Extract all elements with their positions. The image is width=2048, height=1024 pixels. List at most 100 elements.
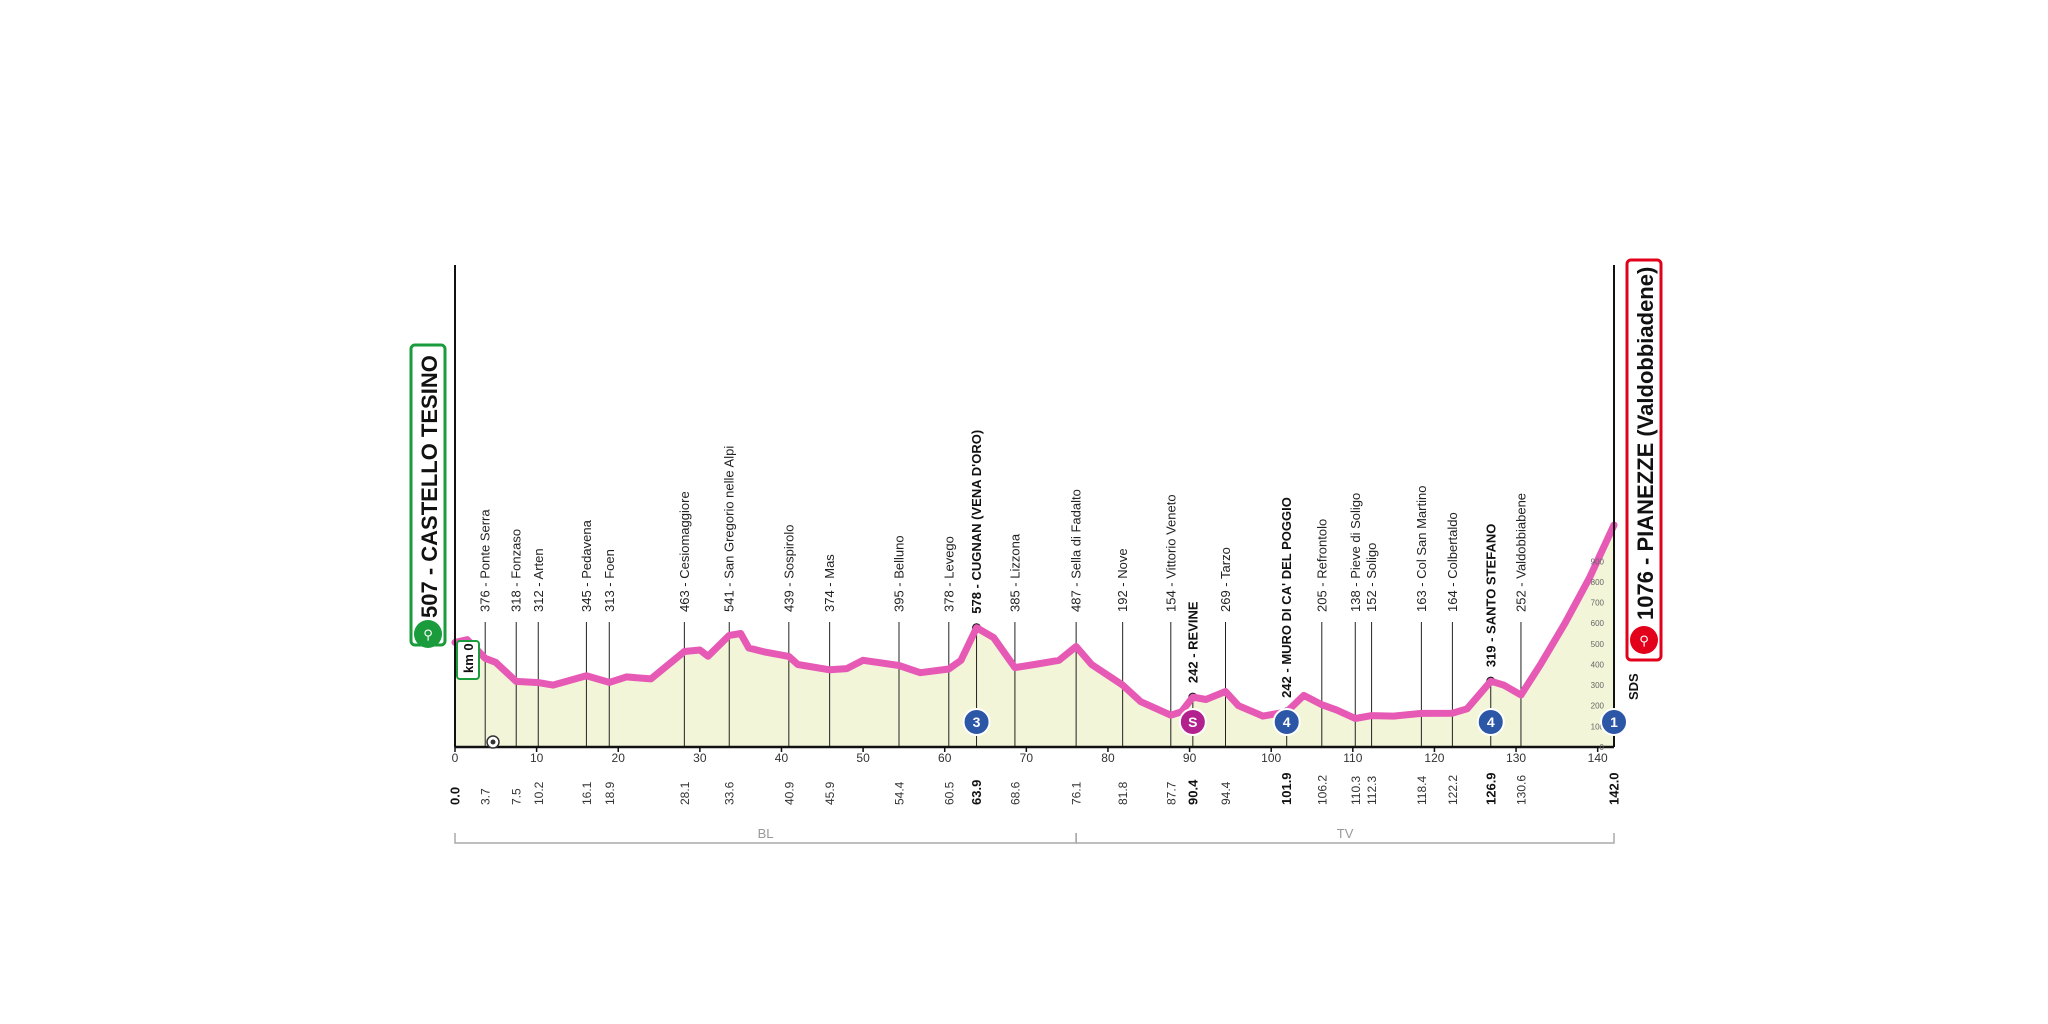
x-tick-label: 140 — [1588, 751, 1608, 765]
waypoint-label: 192 - Nove — [1115, 548, 1130, 612]
waypoint-label: 318 - Fonzaso — [509, 529, 524, 612]
x-tick-label: 50 — [856, 751, 870, 765]
waypoint-km: 40.9 — [782, 781, 796, 805]
waypoint-label: 252 - Valdobbiabene — [1513, 493, 1528, 612]
profile-fill — [455, 525, 1614, 747]
x-tick-label: 10 — [530, 751, 544, 765]
waypoint-km: 126.9 — [1483, 772, 1498, 805]
elevation-tick-label: 400 — [1591, 660, 1605, 669]
region-brackets: BL TV — [454, 826, 1615, 844]
climb-category: 4 — [1283, 714, 1291, 730]
finish-label: 1076 - PIANEZZE (Valdobbiadene) — [1633, 267, 1658, 620]
elevation-tick-label: 800 — [1591, 578, 1605, 587]
finish-bike-icon — [1630, 626, 1658, 654]
elevation-tick-label: 700 — [1591, 599, 1605, 608]
waypoint-label: 242 - MURO DI CA' DEL POGGIO — [1279, 497, 1294, 698]
waypoint-label: 578 - CUGNAN (VENA D'ORO) — [969, 430, 984, 614]
climb-badge — [1600, 708, 1628, 736]
finish-marker: 1076 - PIANEZZE (Valdobbiadene) ⚲ SDS — [1625, 258, 1663, 700]
start-bike-icon — [414, 620, 442, 648]
waypoint-label: 269 - Tarzo — [1218, 547, 1233, 612]
elevation-tick-label: 300 — [1591, 681, 1605, 690]
waypoint-km: 68.6 — [1008, 781, 1022, 805]
waypoint-km: 87.7 — [1164, 781, 1178, 805]
waypoint-km: 18.9 — [603, 781, 617, 805]
waypoint-label: 205 - Refrontolo — [1314, 519, 1329, 612]
climb-badge — [1178, 708, 1207, 736]
profile-line — [451, 521, 1618, 722]
sponsor-text: SDS — [1626, 673, 1641, 700]
x-tick-label: 130 — [1506, 751, 1526, 765]
waypoint-label: 541 - San Gregorio nelle Alpi — [722, 446, 737, 612]
x-tick-label: 0 — [452, 751, 459, 765]
start-point-dot — [490, 739, 496, 745]
waypoint-km: 142.0 — [1607, 772, 1622, 805]
waypoint-km: 118.4 — [1415, 776, 1429, 805]
waypoint-label: 242 - REVINE — [1185, 601, 1200, 683]
climb-category: 1 — [1610, 714, 1618, 730]
waypoint-km: 54.4 — [893, 781, 907, 805]
x-tick-label: 120 — [1424, 751, 1444, 765]
waypoint-km: 122.2 — [1446, 775, 1460, 805]
waypoint-km: 16.1 — [580, 781, 594, 805]
waypoint-label: 154 - Vittorio Veneto — [1163, 494, 1178, 612]
x-tick-label: 80 — [1101, 751, 1115, 765]
x-tick-label: 60 — [938, 751, 952, 765]
region-label: BL — [758, 826, 774, 841]
waypoint-label: 463 - Cesiomaggiore — [677, 491, 692, 612]
waypoint-label: 439 - Sospirolo — [781, 525, 796, 612]
waypoint-km: 94.4 — [1219, 781, 1233, 805]
elevation-tick-label: 200 — [1591, 702, 1605, 711]
waypoint-km: 33.6 — [723, 781, 737, 805]
waypoint-label: 376 - Ponte Serra — [478, 509, 493, 612]
x-tick-label: 40 — [775, 751, 789, 765]
x-tick-label: 20 — [612, 751, 626, 765]
climb-badge — [962, 708, 991, 736]
waypoint-label: 319 - SANTO STEFANO — [1483, 524, 1498, 668]
elevation-line — [451, 521, 1618, 722]
waypoint-km: 63.9 — [969, 780, 984, 805]
start-label: 507 - CASTELLO TESINO — [417, 355, 442, 618]
x-tick-label: 110 — [1343, 751, 1362, 765]
elevation-tick-label: 900 — [1591, 557, 1605, 566]
waypoint-label: 164 - Colbertaldo — [1445, 512, 1460, 612]
elevation-tick-label: 500 — [1591, 640, 1605, 649]
x-tick-label: 100 — [1261, 751, 1281, 765]
waypoint-label: 385 - Lizzona — [1007, 533, 1022, 612]
climb-markers: 3 S 4 4 1 — [962, 708, 1628, 736]
km0-box — [456, 640, 480, 680]
waypoint-label: 487 - Sella di Fadalto — [1069, 489, 1084, 612]
climb-category: 3 — [973, 714, 981, 730]
waypoint-km: 7.5 — [510, 788, 524, 805]
waypoint-km: 110.3 — [1349, 776, 1363, 805]
waypoint-km: 81.8 — [1116, 781, 1130, 805]
waypoint-label: 378 - Levego — [941, 536, 956, 612]
waypoint-km: 0.0 — [448, 787, 463, 805]
region-bracket — [1075, 833, 1615, 844]
elevation-tick-label: 100 — [1591, 722, 1605, 731]
waypoint-label: 395 - Belluno — [892, 535, 907, 612]
elevation-tick-label: 600 — [1591, 619, 1605, 628]
waypoint-km: 3.7 — [479, 788, 493, 805]
climb-badge — [1272, 708, 1301, 736]
waypoint-km: 45.9 — [823, 781, 837, 805]
region-label: TV — [1337, 826, 1354, 841]
waypoint-km-labels: 0.0 3.7 7.5 10.2 16.1 18.9 28.1 33.6 40.9 45.9 54.… — [448, 772, 1622, 805]
waypoint-km: 106.2 — [1315, 775, 1329, 805]
waypoint-label: 374 - Mas — [822, 554, 837, 612]
waypoint-label: 152 - Soligo — [1364, 543, 1379, 612]
bike-glyph: ⚲ — [423, 628, 433, 643]
start-marker: 507 - CASTELLO TESINO ⚲ km 0 — [409, 343, 500, 749]
waypoint-km: 76.1 — [1070, 781, 1084, 805]
elevation-tick-label: 0 — [1600, 743, 1605, 752]
waypoint-km: 90.4 — [1185, 779, 1200, 805]
waypoint-km: 112.3 — [1365, 776, 1379, 805]
x-tick-label: 90 — [1183, 751, 1197, 765]
x-tick-label: 30 — [693, 751, 707, 765]
waypoint-label: 313 - Foen — [602, 549, 617, 612]
waypoint-label: 312 - Arten — [531, 548, 546, 612]
x-tick-label: 70 — [1020, 751, 1034, 765]
waypoint-km: 60.5 — [942, 781, 956, 805]
km0-label: km 0 — [461, 643, 476, 673]
